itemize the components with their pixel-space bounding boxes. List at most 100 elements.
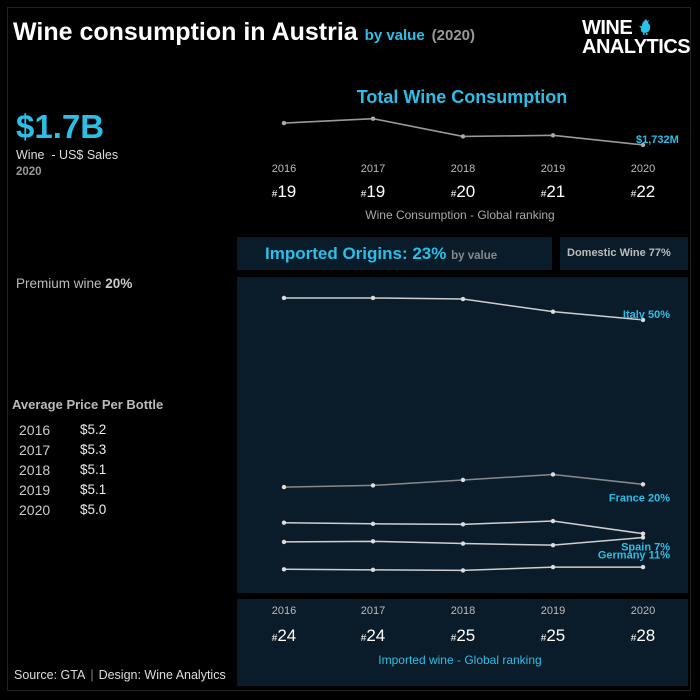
- sales-value: $1.7B: [16, 108, 105, 145]
- total-point-2019: [550, 133, 556, 138]
- point-spain-7-2020: [640, 535, 646, 540]
- domestic-share: Domestic Wine 77%: [567, 247, 671, 259]
- imported-ranking-panel: [237, 599, 688, 686]
- total-point-2016: [281, 120, 287, 126]
- imported-rank-2019: #25: [540, 626, 566, 645]
- point-germany-11-2017: [370, 521, 376, 526]
- point-germany-11-2020: [640, 531, 646, 536]
- total-end-label: $1,732M: [636, 134, 679, 146]
- total-rank-2018: #20: [450, 182, 476, 201]
- total-year-2016: 2016: [271, 163, 297, 175]
- avg-price-title: Average Price Per Bottle: [12, 397, 164, 412]
- total-year-2020: 2020: [630, 163, 656, 175]
- total-rank-2020: #22: [630, 182, 656, 201]
- total-rank-2017: #19: [360, 182, 386, 201]
- footer-design: Design: Wine Analytics: [98, 668, 226, 682]
- line-italy-50: [284, 297, 644, 321]
- sales-label: Wine - US$ Sales: [16, 148, 119, 162]
- point-france-20-2019: [550, 472, 556, 477]
- footer-separator: |: [90, 668, 94, 682]
- page-title: Wine consumption in Austria by value (20…: [13, 18, 475, 47]
- point-spain-7-2017: [370, 539, 376, 544]
- logo-line-1: WINE: [582, 18, 690, 38]
- point-series-5-2019: [550, 564, 556, 570]
- avg-price-value-2016: $5.2: [80, 422, 107, 437]
- point-series-5-2018: [460, 568, 466, 573]
- point-series-5-2020: [640, 564, 646, 570]
- total-year-2018: 2018: [450, 163, 476, 175]
- total-point-2017: [370, 116, 376, 121]
- point-italy-50-2018: [460, 296, 466, 302]
- label-france-20: France 20%: [609, 492, 670, 504]
- total-year-2017: 2017: [360, 163, 386, 175]
- imported-by-value: by value: [451, 250, 498, 262]
- avg-price-year-2020: 2020: [19, 502, 51, 518]
- domestic-box: Domestic Wine 77%: [560, 237, 688, 270]
- premium-wine: Premium wine 20%: [16, 276, 132, 291]
- avg-price-value-2017: $5.3: [80, 442, 107, 457]
- title-year: (2020): [431, 27, 475, 44]
- point-france-20-2016: [281, 484, 287, 490]
- footer-source: Source: GTA: [14, 668, 86, 682]
- point-france-20-2017: [370, 483, 376, 488]
- imported-rank-2018: #25: [450, 626, 476, 645]
- avg-price-value-2018: $5.1: [80, 462, 107, 477]
- point-series-5-2017: [370, 567, 376, 573]
- point-italy-50-2016: [281, 295, 287, 301]
- total-point-2020: [640, 142, 646, 148]
- imported-title-box: Imported Origins: 23% by value: [237, 237, 552, 270]
- logo-line-2: ANALYTICS: [582, 36, 691, 58]
- footer: Source: GTA | Design: Wine Analytics: [14, 668, 226, 682]
- imported-title: Imported Origins: 23% by value: [265, 244, 497, 264]
- imported-year-2018: 2018: [450, 605, 476, 617]
- label-germany-11: Germany 11%: [598, 550, 670, 562]
- total-consumption-line: [283, 117, 644, 146]
- avg-price-year-2018: 2018: [19, 462, 51, 478]
- imported-rank-2016: #24: [271, 626, 297, 645]
- imported-year-2020: 2020: [630, 605, 656, 617]
- total-rank-2019: #21: [540, 182, 566, 201]
- point-italy-50-2019: [550, 309, 556, 314]
- point-series-5-2016: [281, 567, 287, 572]
- imported-rank-2017: #24: [360, 626, 386, 645]
- point-italy-50-2020: [640, 317, 646, 323]
- avg-price-year-2016: 2016: [19, 422, 51, 438]
- label-italy-50: Italy 50%: [623, 309, 670, 321]
- imported-year-2019: 2019: [540, 605, 566, 617]
- imported-title-text: Imported Origins: 23%: [265, 244, 447, 263]
- imported-year-2017: 2017: [360, 605, 386, 617]
- imported-rank-2020: #28: [630, 626, 656, 645]
- total-ranking-caption: Wine Consumption - Global ranking: [365, 208, 555, 222]
- page-title-text: Wine consumption in Austria: [13, 18, 358, 46]
- avg-price-value-2020: $5.0: [80, 502, 107, 517]
- imported-ranking-caption: Imported wine - Global ranking: [378, 653, 542, 667]
- imported-year-2016: 2016: [271, 605, 297, 617]
- premium-label: Premium wine: [16, 276, 102, 291]
- point-spain-7-2016: [281, 539, 287, 545]
- point-spain-7-2019: [550, 542, 556, 548]
- total-year-2019: 2019: [540, 163, 566, 175]
- point-germany-11-2016: [281, 520, 287, 525]
- point-germany-11-2018: [460, 522, 466, 527]
- brand-logo: WINE ANALYTICS: [582, 18, 691, 58]
- premium-value: 20%: [105, 276, 133, 291]
- point-germany-11-2019: [550, 518, 556, 524]
- title-by-value: by value: [364, 27, 425, 44]
- sales-year: 2020: [16, 166, 42, 178]
- total-consumption-chart: $1,732M: [281, 116, 679, 148]
- rooster-icon: [639, 19, 651, 35]
- total-point-2018: [460, 134, 466, 139]
- avg-price-value-2019: $5.1: [80, 482, 107, 497]
- total-chart-title: Total Wine Consumption: [356, 87, 568, 107]
- avg-price-year-2019: 2019: [19, 482, 51, 498]
- avg-price-year-2017: 2017: [19, 442, 51, 458]
- outer-frame: [7, 7, 691, 691]
- imported-origins-chart: Italy 50% France 20% Germany 11%Spain 7%: [281, 295, 670, 573]
- point-france-20-2018: [460, 477, 466, 483]
- label-spain-7: Spain 7%: [621, 542, 670, 554]
- point-italy-50-2017: [370, 295, 376, 301]
- point-france-20-2020: [640, 482, 646, 487]
- point-spain-7-2018: [460, 541, 466, 546]
- total-rank-2016: #19: [271, 182, 297, 201]
